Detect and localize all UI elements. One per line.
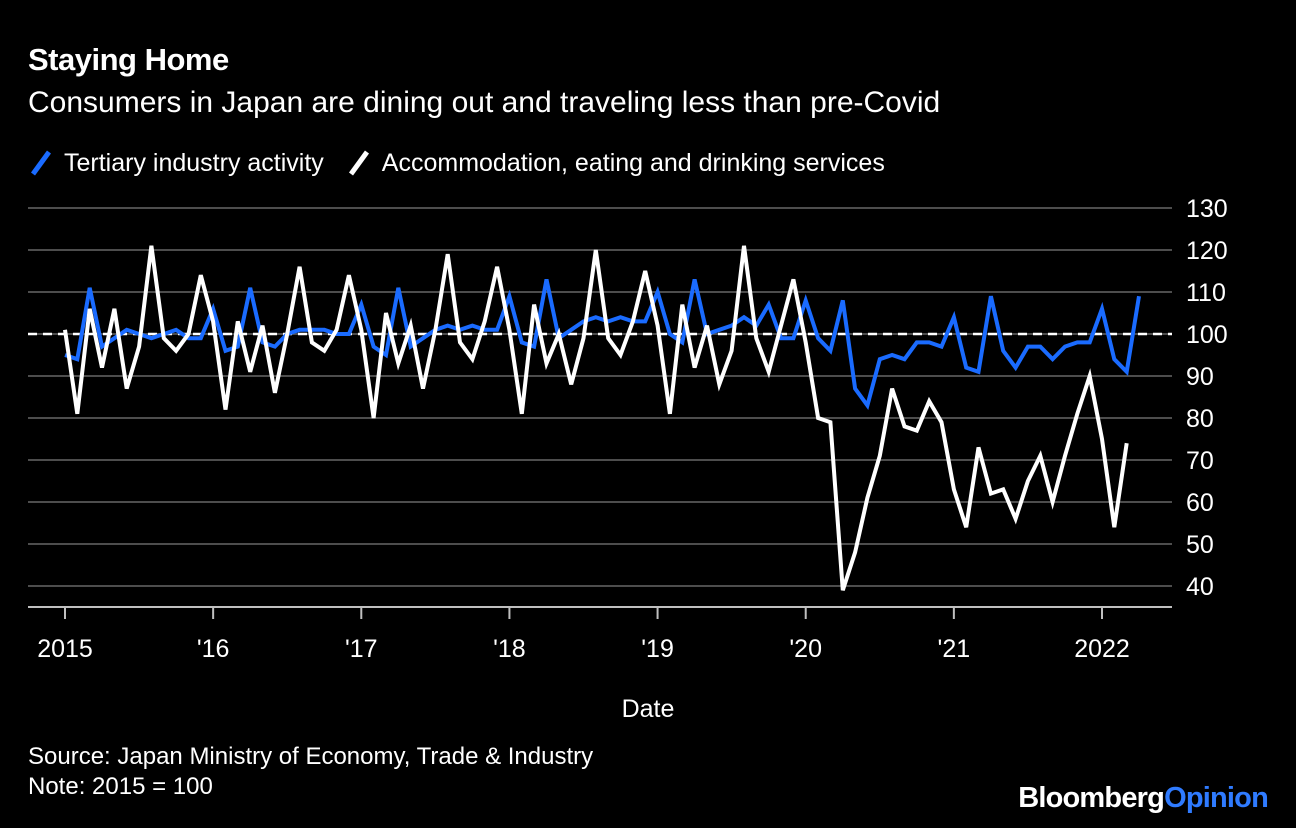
y-tick-label: 110 <box>1186 279 1226 307</box>
legend-label-accommodation: Accommodation, eating and drinking servi… <box>381 148 885 177</box>
y-tick-label: 90 <box>1186 363 1214 391</box>
line-chart: 40 50 60 70 80 90 100 110 120 130 2015 '16 '17 '18 '1… <box>28 195 1228 723</box>
series-line-tertiary-industry <box>64 278 1141 410</box>
x-tick-label: '17 <box>345 635 378 663</box>
legend: Tertiary industry activity Accommodation… <box>28 148 907 178</box>
y-tick-label: 120 <box>1186 237 1228 265</box>
legend-swatch-tertiary <box>30 150 52 176</box>
x-tick-label: '21 <box>938 635 971 663</box>
chart-subtitle: Consumers in Japan are dining out and tr… <box>28 86 941 119</box>
legend-label-tertiary: Tertiary industry activity <box>64 148 324 177</box>
legend-item-accommodation: Accommodation, eating and drinking servi… <box>346 148 885 178</box>
bloomberg-opinion-logo: BloombergOpinion <box>1018 782 1269 815</box>
y-tick-label: 40 <box>1186 573 1214 601</box>
series-line-accommodation-eating-drinking <box>63 245 1129 591</box>
legend-item-tertiary: Tertiary industry activity <box>28 148 324 178</box>
x-tick-label: '20 <box>789 635 822 663</box>
y-tick-label: 70 <box>1186 447 1214 475</box>
y-tick-label: 60 <box>1186 489 1214 517</box>
y-tick-label: 100 <box>1186 321 1228 349</box>
source-note: Source: Japan Ministry of Economy, Trade… <box>28 743 594 770</box>
legend-swatch-accommodation <box>348 150 369 176</box>
x-tick-label: '16 <box>197 635 230 663</box>
brand-bloomberg: Bloomberg <box>1018 782 1165 814</box>
x-tick-label: 2022 <box>1074 635 1130 663</box>
chart-title: Staying Home <box>28 42 229 77</box>
brand-opinion: Opinion <box>1164 782 1269 814</box>
x-tick-label: '18 <box>493 635 526 663</box>
y-axis-ticks: 40 50 60 70 80 90 100 110 120 130 <box>1186 195 1228 601</box>
x-axis-label: Date <box>622 695 675 723</box>
footer: Source: Japan Ministry of Economy, Trade… <box>28 742 593 802</box>
y-tick-label: 50 <box>1186 531 1214 559</box>
base-note: Note: 2015 = 100 <box>28 773 213 800</box>
y-tick-label: 80 <box>1186 405 1214 433</box>
x-axis-ticks: 2015 '16 '17 '18 '19 '20 '21 2022 <box>37 607 1130 663</box>
series-lines <box>63 245 1141 591</box>
x-tick-label: '19 <box>641 635 674 663</box>
x-tick-label: 2015 <box>37 635 93 663</box>
y-tick-label: 130 <box>1186 195 1228 223</box>
